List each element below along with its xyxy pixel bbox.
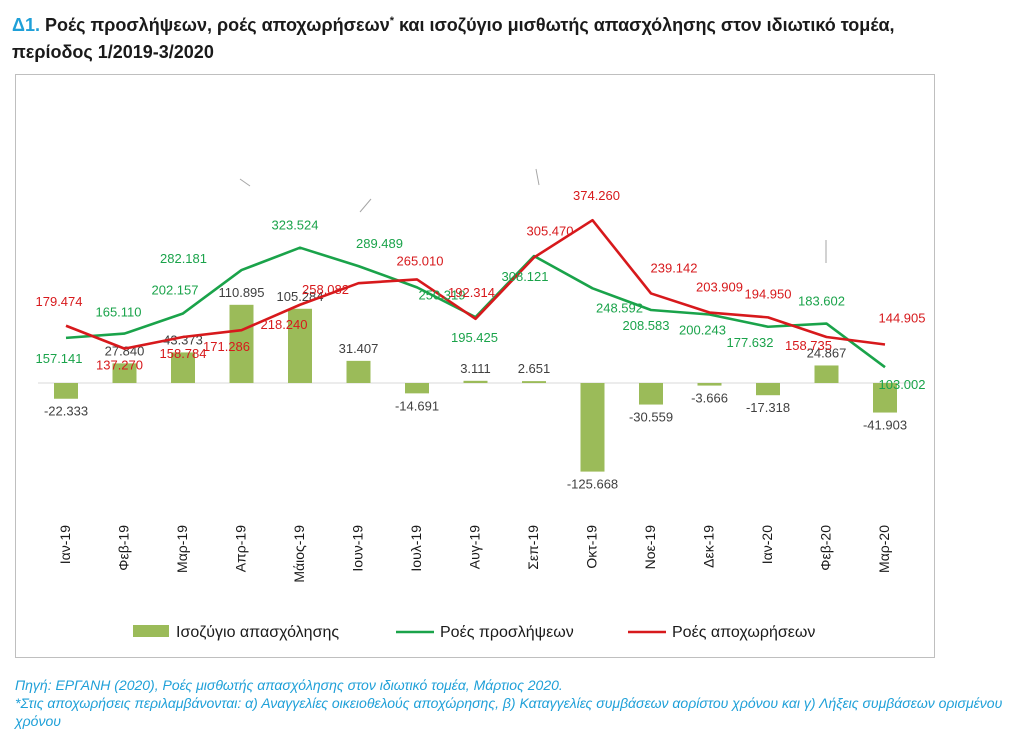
chart-title: Δ1. Ροές προσλήψεων, ροές αποχωρήσεων* κ… xyxy=(12,8,1012,66)
balance-bar-label: 24.867 xyxy=(807,345,847,360)
chart-frame: -22.333 27.840 43.373 110.895 105.284 31.407-… xyxy=(15,74,935,658)
balance-bar xyxy=(463,380,488,383)
x-tick-label: Αυγ-19 xyxy=(467,525,483,569)
x-tick-label: Μαρ-19 xyxy=(174,525,190,573)
separations-label: 158.735 xyxy=(785,338,832,353)
balance-bar-label: -22.333 xyxy=(44,404,88,419)
title-footnote-mark: * xyxy=(389,15,394,27)
hires-label: 282.181 xyxy=(160,251,207,266)
separations-label: 374.260 xyxy=(573,188,620,203)
hires-label: 183.602 xyxy=(798,294,845,309)
title-text-continued: και ισοζύγιο μισθωτής απασχόλησης στον ι… xyxy=(393,15,895,35)
separations-label: 192.314 xyxy=(448,285,495,300)
balance-bar-label: -3.666 xyxy=(691,391,728,406)
x-tick-label: Μαρ-20 xyxy=(876,525,892,573)
hires-label: 323.524 xyxy=(272,218,319,233)
title-prefix: Δ1. xyxy=(12,15,40,35)
balance-bar xyxy=(756,383,780,396)
hires-label: 308.121 xyxy=(502,269,549,284)
title-line-2: περίοδος 1/2019-3/2020 xyxy=(12,42,214,62)
x-tick-label: Ιουν-19 xyxy=(350,525,366,572)
x-tick-label: Νοε-19 xyxy=(642,525,658,570)
separations-label: 144.905 xyxy=(879,311,926,326)
balance-bar-label: 31.407 xyxy=(339,341,379,356)
balance-bar xyxy=(814,365,839,383)
balance-bar xyxy=(112,363,137,383)
balance-bar xyxy=(288,308,312,383)
hires-label: 208.583 xyxy=(623,318,670,333)
separations-label: 258.082 xyxy=(302,282,349,297)
separations-label: 239.142 xyxy=(651,260,698,275)
hires-label: 103.002 xyxy=(879,377,926,392)
balance-bar-label: -14.691 xyxy=(395,398,439,413)
hires-label: 202.157 xyxy=(152,282,199,297)
x-tick-label: Ιαν-20 xyxy=(759,525,775,564)
balance-bar xyxy=(405,383,429,394)
balance-bar-label: 3.111 xyxy=(460,361,491,376)
source-note: Πηγή: ΕΡΓΑΝΗ (2020), Ροές μισθωτής απασχ… xyxy=(15,677,563,693)
balance-bar xyxy=(54,383,78,399)
balance-bar-label: -17.318 xyxy=(746,400,790,415)
x-tick-label: Φεβ-19 xyxy=(116,525,132,571)
legend-bar-swatch xyxy=(133,625,169,637)
separations-label: 265.010 xyxy=(397,253,444,268)
balance-bar-label: 2.651 xyxy=(518,361,551,376)
hires-label: 248.592 xyxy=(596,300,643,315)
hires-label: 157.141 xyxy=(36,351,83,366)
separations-label: 203.909 xyxy=(696,280,743,295)
x-tick-label: Οκτ-19 xyxy=(584,525,600,569)
separations-label: 137.270 xyxy=(96,358,143,373)
separations-label: 194.950 xyxy=(745,286,792,301)
separations-leader-line xyxy=(359,198,372,213)
separations-line xyxy=(65,218,886,350)
balance-bar-label: -125.668 xyxy=(567,477,618,492)
balance-bar-label: -41.903 xyxy=(863,418,907,433)
balance-bar-label: 110.895 xyxy=(218,285,264,300)
separations-leader-line xyxy=(535,168,540,186)
balance-bar xyxy=(580,383,605,472)
x-tick-label: Φεβ-20 xyxy=(818,525,834,571)
title-text: Ροές προσλήψεων, ροές αποχωρήσεων xyxy=(44,15,390,35)
x-tick-label: Ιαν-19 xyxy=(57,525,73,564)
x-tick-label: Απρ-19 xyxy=(233,525,249,572)
balance-bar xyxy=(522,381,546,383)
hires-label: 200.243 xyxy=(679,323,726,338)
legend-hires-label: Ροές προσλήψεων xyxy=(440,624,574,641)
x-tick-label: Σεπ-19 xyxy=(525,525,541,570)
hires-label: 289.489 xyxy=(356,236,403,251)
hires-label: 195.425 xyxy=(451,330,498,345)
separations-label: 171.286 xyxy=(203,339,250,354)
legend-bar-label: Ισοζύγιο απασχόλησης xyxy=(176,624,339,641)
x-tick-label: Ιουλ-19 xyxy=(408,525,424,572)
hires-label: 177.632 xyxy=(727,335,774,350)
footnote: *Στις αποχωρήσεις περιλαμβάνονται: α) Αν… xyxy=(15,695,1003,729)
hires-leader-line xyxy=(239,178,251,187)
title-line-1: Δ1. Ροές προσλήψεων, ροές αποχωρήσεων* κ… xyxy=(12,8,1012,39)
footer: Πηγή: ΕΡΓΑΝΗ (2020), Ροές μισθωτής απασχ… xyxy=(15,676,1005,730)
balance-bar xyxy=(639,383,663,405)
balance-bar xyxy=(873,383,897,413)
balance-bar xyxy=(697,383,722,386)
balance-bar xyxy=(229,304,254,383)
x-tick-label: Δεκ-19 xyxy=(701,525,717,568)
balance-bar xyxy=(346,360,371,383)
separations-label: 158.784 xyxy=(160,346,207,361)
hires-label: 250.319 xyxy=(419,287,466,302)
separations-label: 179.474 xyxy=(36,294,83,309)
separations-label: 305.470 xyxy=(527,223,574,238)
x-tick-label: Μάιος-19 xyxy=(291,525,307,583)
balance-bar xyxy=(171,352,195,383)
hires-label: 165.110 xyxy=(95,305,141,320)
legend-separations-label: Ροές αποχωρήσεων xyxy=(672,624,815,641)
balance-bar-label: -30.559 xyxy=(629,410,673,425)
separations-label: 218.240 xyxy=(261,317,308,332)
